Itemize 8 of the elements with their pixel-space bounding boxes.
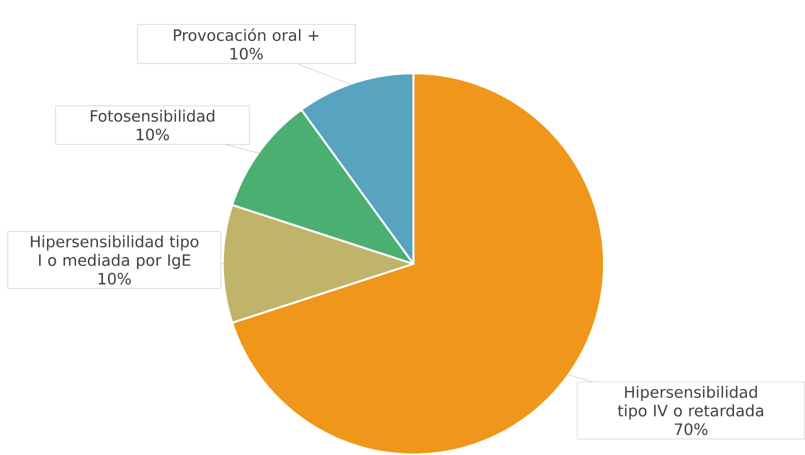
data-label: 10% [136,128,169,140]
data-label: 10% [98,272,131,284]
slice-label: Fotosensibilidad [90,110,214,122]
slice-label: Hipersensibilidad tipo IV o retardada [618,386,764,420]
slice-label: Hipersensibilidad tipo I o mediada por IgE [30,235,198,269]
data-label: 10% [230,48,263,60]
slice-label: Provocación oral + [174,28,318,41]
data-label: 70% [674,423,708,435]
